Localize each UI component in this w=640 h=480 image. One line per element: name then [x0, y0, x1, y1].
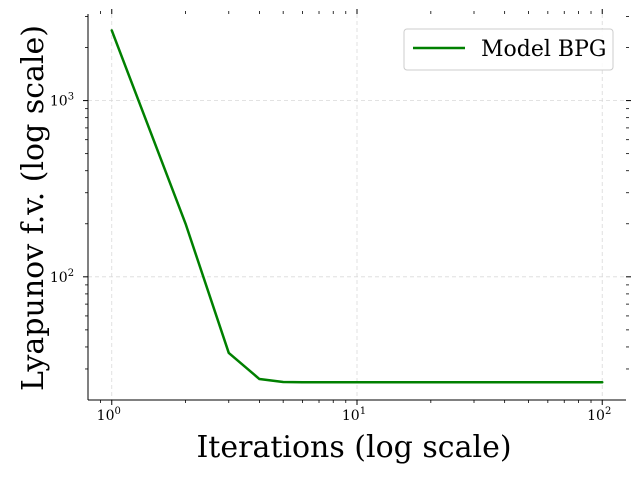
x-tick-label: 101 [342, 406, 366, 424]
grid-lines [88, 14, 626, 400]
x-tick-exponent: 2 [605, 406, 611, 417]
y-tick-exponent: 2 [68, 268, 74, 279]
legend: Model BPG [403, 28, 614, 71]
series-layer [110, 29, 604, 384]
x-tick-labels: 100 101 102 [97, 406, 612, 424]
legend-label-model-bpg: Model BPG [481, 37, 606, 62]
y-tick-labels: 102 103 [50, 92, 74, 286]
x-tick-label: 102 [587, 406, 611, 424]
y-tick-exponent: 3 [68, 92, 74, 103]
major-ticks [83, 9, 631, 405]
series-line-model-bpg [110, 29, 604, 384]
x-tick-exponent: 1 [360, 406, 366, 417]
legend-frame [403, 28, 614, 71]
y-tick-label: 103 [50, 92, 74, 110]
x-tick-exponent: 0 [114, 406, 120, 417]
y-tick-label: 102 [50, 268, 74, 286]
x-axis-label: Iterations (log scale) [196, 430, 511, 465]
x-tick-label: 100 [97, 406, 121, 424]
minor-ticks [85, 11, 629, 403]
y-axis-label: Lyapunov f.v. (log scale) [16, 25, 51, 391]
